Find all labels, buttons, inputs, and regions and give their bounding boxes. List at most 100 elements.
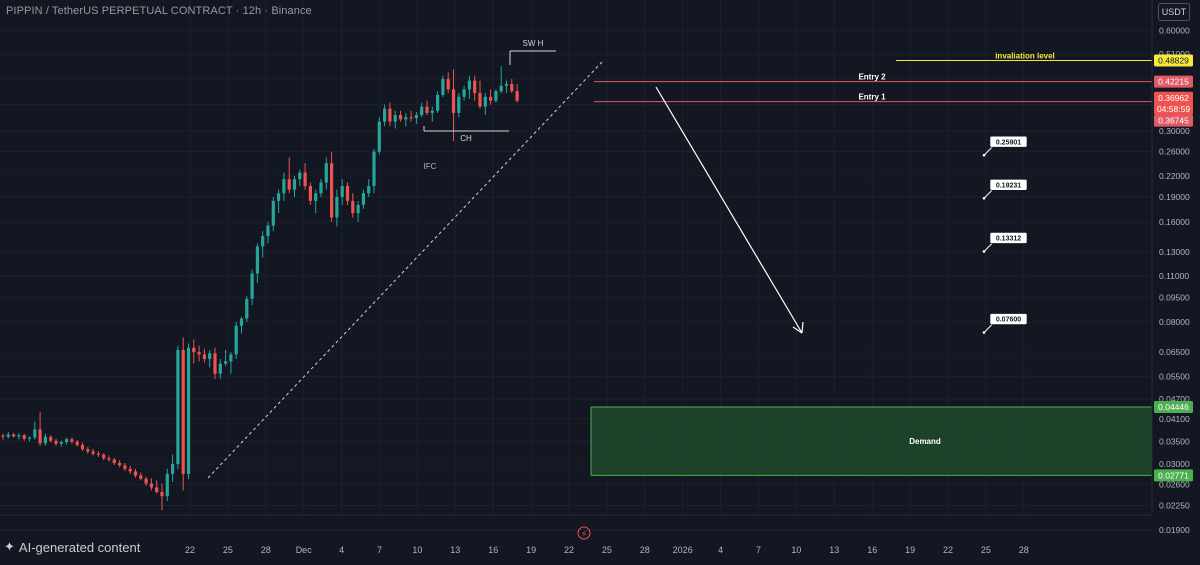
price-axis-label: 0.42215 — [1158, 77, 1189, 87]
candle-body — [282, 179, 286, 194]
candle-body — [271, 200, 275, 226]
ifc-label: IFC — [424, 162, 437, 171]
x-tick-label: 10 — [412, 545, 422, 555]
price-axis-label: 0.36745 — [1158, 116, 1189, 126]
candle-body — [96, 453, 100, 455]
y-tick-label: 0.13000 — [1159, 247, 1190, 257]
price-axis-label: 0.36962 — [1158, 93, 1189, 103]
candle-body — [1, 435, 5, 437]
demand-zone — [591, 407, 1152, 476]
candle-body — [245, 298, 249, 319]
target-label-box — [989, 232, 1028, 244]
lightning-icon-glyph: ⚡ — [581, 529, 587, 539]
level-label: invaliation level — [995, 52, 1055, 61]
candle-body — [202, 354, 206, 359]
x-tick-label: 19 — [905, 545, 915, 555]
candle-body — [250, 273, 254, 299]
candle-body — [208, 353, 212, 359]
candle-body — [303, 172, 307, 187]
x-tick-label: 19 — [526, 545, 536, 555]
candle-body — [186, 347, 191, 474]
x-tick-label: 22 — [943, 545, 953, 555]
target-pointer — [983, 324, 993, 333]
candle-body — [165, 473, 169, 497]
candle-body — [123, 465, 127, 469]
x-tick-label: 22 — [185, 545, 195, 555]
y-tick-label: 0.16000 — [1159, 217, 1190, 227]
y-tick-label: 0.60000 — [1159, 26, 1190, 36]
candle-body — [86, 449, 90, 452]
y-tick-label: 0.09500 — [1159, 292, 1190, 302]
y-tick-label: 0.19000 — [1159, 192, 1190, 202]
swing-high-label: SW H — [523, 39, 544, 48]
level-label: Entry 1 — [858, 93, 886, 102]
candle-body — [388, 108, 392, 122]
candle-body — [473, 80, 477, 94]
target-label: 0.25901 — [996, 139, 1021, 146]
price-axis-label: 0.04446 — [1158, 402, 1189, 412]
annotations: ⚡ CH SW H IFC 0.25901 0.19231 0.13312 0.07600 — [207, 39, 1028, 540]
candle-body — [213, 353, 217, 374]
target-label: 0.07600 — [996, 317, 1021, 324]
trendline-dashed — [207, 61, 603, 479]
candle-body — [330, 163, 334, 218]
price-axis-label: 04:58:59 — [1157, 104, 1190, 114]
x-tick-label: Dec — [296, 545, 313, 555]
candle-body — [107, 458, 111, 460]
demand-zone-label: Demand — [909, 437, 941, 446]
sparkle-icon: ✦ — [4, 539, 15, 554]
candle-body — [49, 436, 53, 441]
candle-body — [467, 80, 471, 90]
candle-body — [335, 197, 339, 218]
candle-body — [54, 440, 58, 444]
x-tick-label: 16 — [488, 545, 498, 555]
target-label-box — [989, 313, 1028, 325]
target-point — [982, 153, 986, 157]
currency-button[interactable]: USDT — [1158, 3, 1190, 21]
candle-body — [255, 246, 259, 274]
candle-body — [192, 347, 196, 353]
candle-body — [462, 89, 466, 97]
candle-body — [75, 441, 79, 446]
candle-body — [261, 236, 265, 247]
price-axis[interactable]: 0.600000.510000.430000.360000.300000.260… — [1151, 0, 1200, 560]
y-tick-label: 0.03000 — [1159, 459, 1190, 469]
y-tick-label: 0.02250 — [1159, 501, 1190, 511]
price-axis-label-bg — [1154, 75, 1193, 88]
price-axis-label: 0.02771 — [1158, 470, 1189, 480]
level-lines: invaliation level Entry 2 Entry 1 — [594, 52, 1152, 103]
candle-body — [345, 186, 350, 201]
candle-body — [234, 325, 238, 355]
candle-body — [436, 94, 440, 111]
candle-body — [70, 439, 74, 442]
ai-watermark: ✦ AI-generated content — [4, 539, 140, 555]
y-tick-label: 0.08000 — [1159, 317, 1190, 327]
projection-arrow-shaft — [655, 86, 803, 334]
candle-body — [181, 349, 185, 474]
y-tick-label: 0.06500 — [1159, 347, 1190, 357]
candle-body — [356, 204, 360, 214]
candles — [1, 66, 519, 511]
candle-body — [372, 151, 376, 187]
level-label: Entry 2 — [858, 73, 886, 82]
candle-body — [80, 445, 85, 450]
time-axis[interactable]: 22 25 28 Dec 4 7 10 13 16 19 22 25 28 2026 4 7 10 13 16 19 2… — [0, 514, 1152, 555]
x-tick-label: 16 — [867, 545, 877, 555]
demand-zone-layer: Demand — [590, 406, 1152, 476]
candle-body — [340, 186, 344, 198]
candle-body — [367, 186, 371, 194]
candle-body — [489, 96, 493, 101]
candle-body — [91, 451, 95, 454]
x-tick-label: 22 — [564, 545, 574, 555]
candle-body — [59, 442, 63, 444]
y-tick-label: 0.03500 — [1159, 437, 1190, 447]
candle-body — [420, 106, 424, 116]
candle-body — [171, 463, 175, 474]
candle-body — [404, 117, 408, 120]
candle-body — [308, 186, 312, 201]
candle-body — [457, 96, 461, 113]
y-tick-label: 0.02600 — [1159, 480, 1190, 490]
candle-body — [133, 471, 138, 476]
